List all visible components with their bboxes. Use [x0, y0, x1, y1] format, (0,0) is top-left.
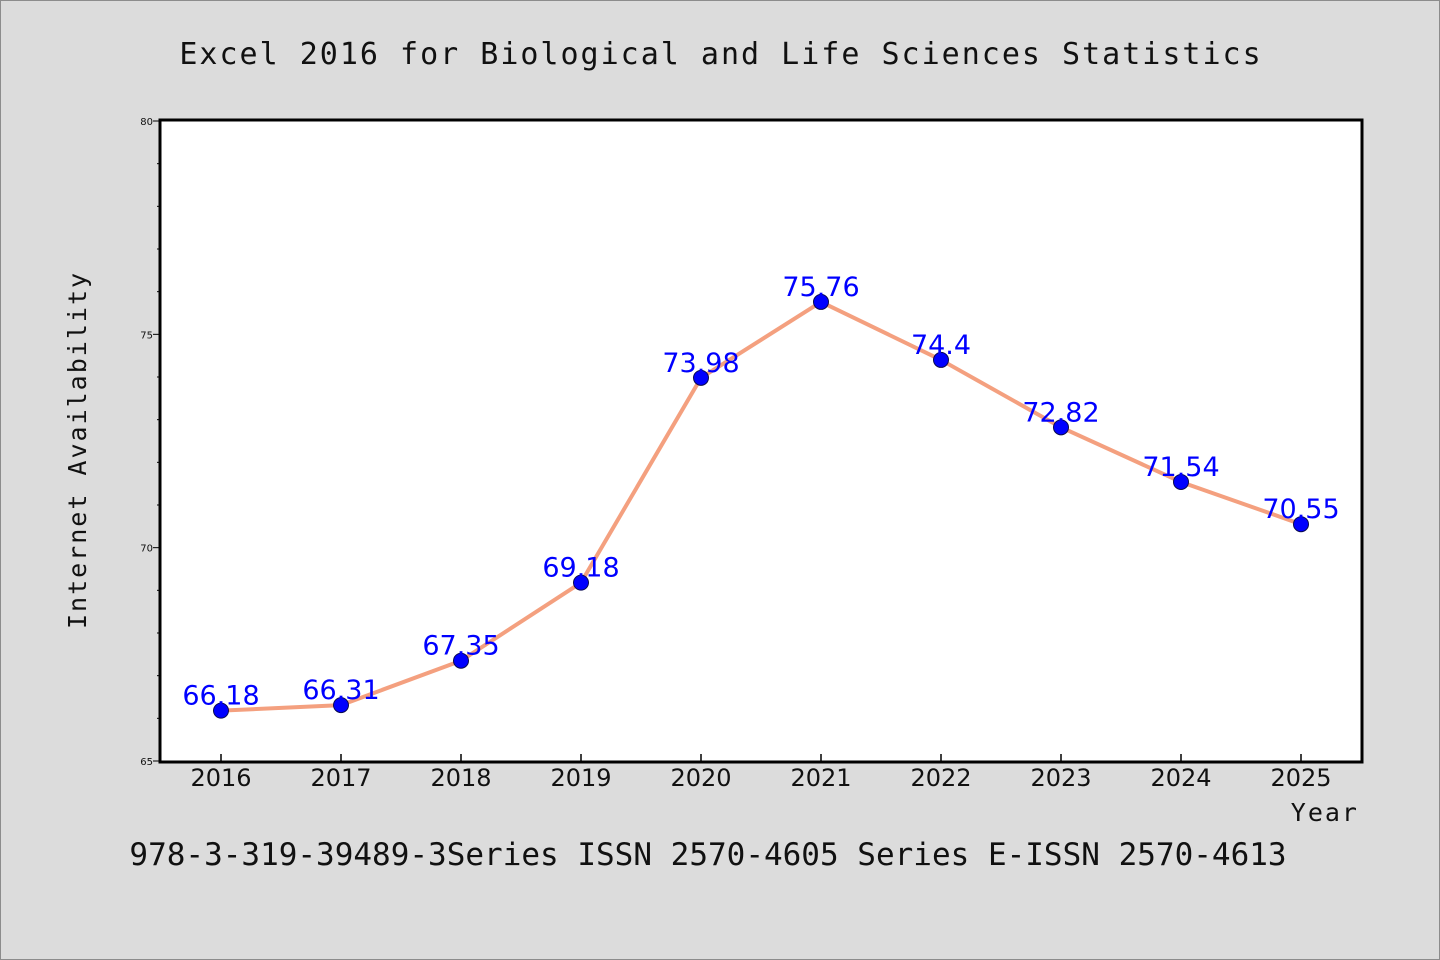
- data-label: 70.55: [1262, 494, 1339, 525]
- x-axis-ticks: 2016 2017 2018 2019 2020 2021 2022 2023 2024 2025: [190, 754, 1332, 792]
- x-tick-label: 2025: [1270, 764, 1331, 792]
- chart-title: Excel 2016 for Biological and Life Scien…: [179, 37, 1262, 72]
- data-label: 72.82: [1022, 397, 1099, 428]
- y-tick-label: 75: [140, 330, 153, 341]
- data-point: [693, 369, 709, 386]
- data-point: [933, 351, 949, 368]
- plot-area: [158, 118, 1364, 764]
- y-axis-ticks: 65 70 75 80: [140, 117, 161, 768]
- series-line: [219, 299, 1303, 713]
- y-axis-title: Internet Availability: [63, 271, 92, 629]
- x-tick-label: 2017: [310, 764, 371, 792]
- series-line-group: 66.18 66.31 67.35 69.18 73.98 75.76 74.4 72.82 7…: [182, 272, 1340, 719]
- data-point: [1293, 516, 1309, 533]
- data-label: 73.98: [662, 348, 739, 379]
- data-point: [573, 574, 589, 591]
- data-label: 71.54: [1142, 452, 1219, 483]
- data-point: [453, 652, 469, 669]
- data-label: 67.35: [422, 631, 499, 662]
- x-tick-label: 2020: [670, 764, 731, 792]
- data-point: [213, 702, 229, 719]
- data-point: [1173, 473, 1189, 490]
- y-tick-label: 70: [140, 544, 153, 555]
- x-tick-label: 2016: [190, 764, 251, 792]
- x-axis-title: Year: [1291, 798, 1359, 827]
- data-label: 75.76: [782, 272, 859, 303]
- y-tick-label: 80: [140, 117, 153, 128]
- data-point: [333, 697, 349, 714]
- data-label: 66.31: [302, 675, 379, 706]
- x-tick-label: 2018: [430, 764, 491, 792]
- y-tick-label: 65: [140, 757, 153, 768]
- x-tick-label: 2021: [790, 764, 851, 792]
- x-tick-label: 2024: [1150, 764, 1211, 792]
- footer-isbn-text: 978-3-319-39489-3Series ISSN 2570-4605 S…: [129, 837, 1286, 873]
- data-label: 74.4: [911, 330, 971, 361]
- x-tick-label: 2019: [550, 764, 611, 792]
- x-tick-label: 2023: [1030, 764, 1091, 792]
- data-point: [813, 293, 829, 310]
- data-label: 66.18: [182, 681, 259, 712]
- data-label: 69.18: [542, 553, 619, 584]
- data-point: [1053, 419, 1069, 436]
- x-tick-label: 2022: [910, 764, 971, 792]
